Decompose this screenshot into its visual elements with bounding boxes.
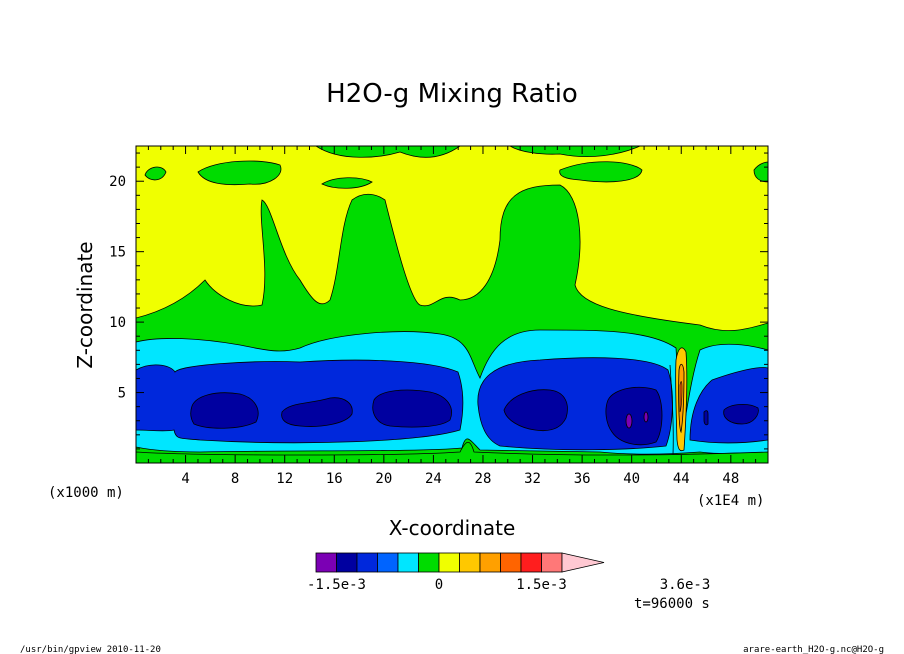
colorbar-swatch [418,552,440,573]
contour-field [136,146,768,463]
x-tick-label: 36 [574,471,591,487]
green-top-patch [321,177,373,189]
footer-left: /usr/bin/gpview 2010-11-20 [20,645,161,654]
y-axis-label: Z-coordinate [73,241,97,368]
x-axis: 4 8 12 16 20 24 28 32 36 40 44 48 [147,146,757,487]
x-tick-label: 16 [326,471,343,487]
dark-blue-core [190,392,259,429]
dark-blue-core [703,410,709,426]
colorbar-swatch [520,552,542,573]
dark-blue-core [281,397,353,427]
green-top-patch [197,160,282,186]
y-tick-label: 15 [109,245,126,261]
green-top-patch [144,166,167,181]
colorbar-arrow [561,552,605,573]
contour-line [669,364,674,456]
time-label: t=96000 s [634,596,710,612]
x-tick-label: 28 [475,471,492,487]
blue-region [689,367,768,444]
colorbar-swatch [479,552,501,573]
colorbar-swatch [356,552,378,573]
colorbar-swatch [315,552,337,573]
y-tick-label: 20 [109,174,126,190]
y-scale-note: (x1E4 m) [697,493,764,509]
x-tick-label: 12 [276,471,293,487]
colorbar-label: -1.5e-3 [307,577,366,593]
colorbar-swatch [336,552,358,573]
green-top-patch [559,161,643,183]
x-tick-label: 20 [375,471,392,487]
colorbar-swatch [397,552,419,573]
dark-blue-core [503,389,568,432]
y-tick-label: 10 [109,315,126,331]
green-top-patch [315,146,461,158]
x-tick-label: 40 [623,471,640,487]
y-tick-label: 5 [118,386,126,402]
colorbar-label: 1.5e-3 [516,577,567,593]
colorbar-swatch [541,552,563,573]
colorbar-swatch [377,552,399,573]
green-top-patch [509,146,641,158]
dark-blue-core [605,386,663,446]
y-axis: 5 10 15 20 [109,152,768,450]
purple-minimum [643,411,649,423]
x-tick-label: 48 [722,471,739,487]
purple-minimum [625,413,633,429]
x-axis-label: X-coordinate [389,516,516,540]
plot-frame [135,145,769,464]
x-tick-label: 8 [231,471,239,487]
chart-title: H2O-g Mixing Ratio [326,79,578,109]
x-tick-label: 4 [181,471,189,487]
x-tick-label: 24 [425,471,442,487]
colorbar-swatch [459,552,481,573]
colorbar-label: 0 [435,577,443,593]
x-tick-label: 44 [673,471,690,487]
colorbar-swatch [500,552,522,573]
colorbar-label: 3.6e-3 [660,577,711,593]
green-bottom-strip [136,441,768,463]
colorbar: -1.5e-3 0 1.5e-3 3.6e-3 [307,552,711,593]
x-scale-note: (x1000 m) [48,485,124,501]
dark-blue-core [723,404,759,425]
positive-anomaly [679,381,683,413]
footer-right: arare-earth_H2O-g.nc@H2O-g [743,645,884,654]
x-tick-label: 32 [524,471,541,487]
colorbar-swatch [438,552,460,573]
dark-blue-core [372,389,452,428]
